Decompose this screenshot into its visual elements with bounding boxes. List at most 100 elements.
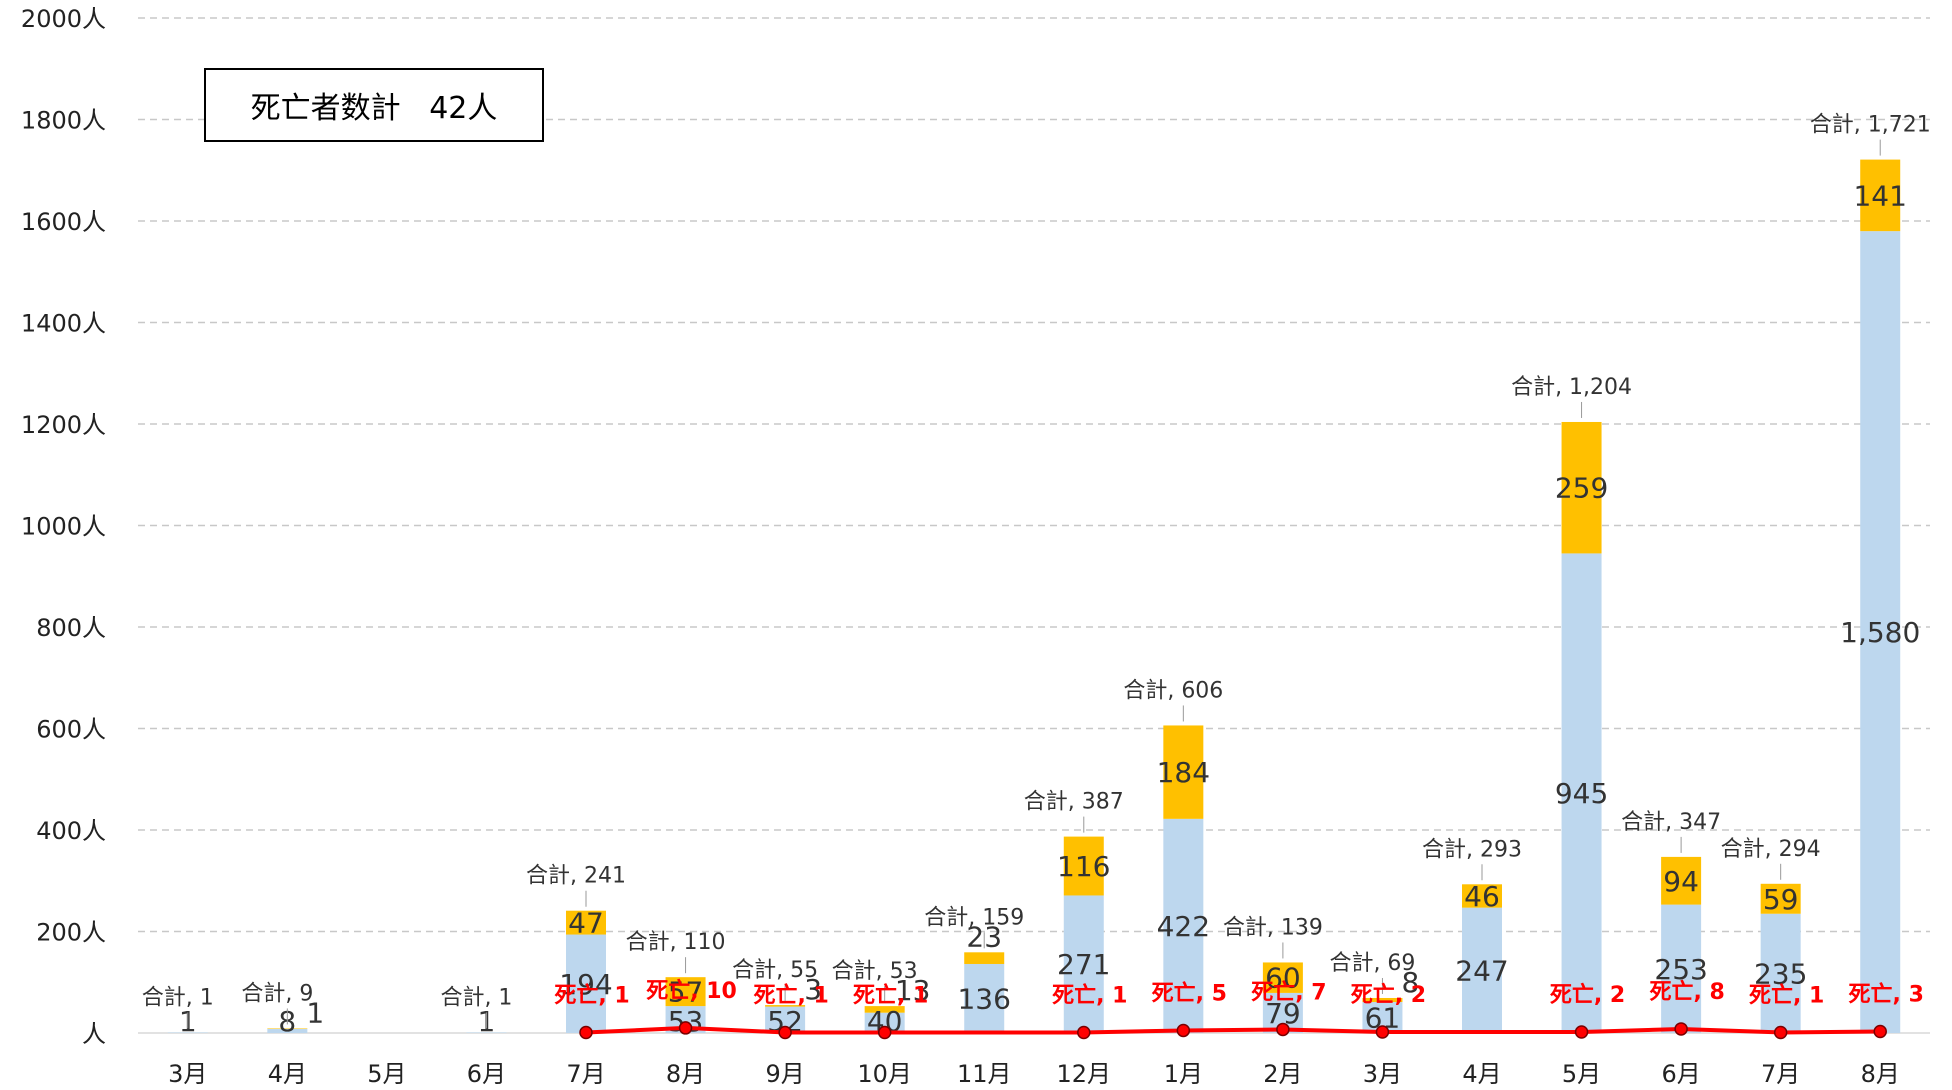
x-tick-label: 6月: [467, 1060, 506, 1088]
total-label: 合計, 55: [732, 958, 818, 983]
total-label: 合計, 293: [1422, 837, 1522, 862]
x-tick-label: 3月: [168, 1060, 207, 1088]
death-point: [579, 1025, 593, 1040]
death-label: 死亡, 5: [1152, 980, 1227, 1006]
bar-value-label: 1,580: [1840, 616, 1920, 649]
total-label: 合計, 347: [1621, 810, 1721, 835]
bar-value-label: 235: [1754, 957, 1807, 990]
y-tick-label: 人: [82, 1020, 106, 1048]
death-point: [778, 1025, 792, 1040]
bar-segment-base: [1561, 553, 1602, 1033]
x-tick-label: 5月: [367, 1060, 406, 1088]
total-label: 合計, 110: [626, 930, 726, 955]
bar-segment-base: [1661, 904, 1702, 1033]
death-point: [678, 1021, 693, 1035]
x-axis: 3月 4月 5月 6月 7月 8月 9月 10月 11月 12月 1月 2月 3月 4月 5月 6月 7月 8月: [168, 1060, 1900, 1088]
total-label: 合計, 1: [142, 985, 214, 1010]
bar-value-label: 116: [1057, 850, 1110, 883]
x-tick-label: 12月: [1057, 1060, 1112, 1088]
death-line: 死亡, 1 死亡, 10 死亡, 1 死亡, 1 死亡, 1 死亡, 5 死亡, 7 死亡, …: [554, 978, 1924, 1040]
bar-segment-top: [1362, 997, 1403, 1003]
death-summary-box: 死亡者数計 42人: [204, 68, 544, 142]
x-tick-label: 9月: [765, 1060, 804, 1088]
death-label: 死亡, 8: [1649, 979, 1724, 1005]
x-tick-label: 11月: [957, 1060, 1012, 1088]
bar-segment-base: [167, 1032, 208, 1033]
death-point: [1276, 1022, 1290, 1037]
x-tick-label: 2月: [1263, 1060, 1302, 1088]
bar-value-label: 184: [1157, 756, 1210, 789]
bar-segment-top: [566, 910, 606, 935]
bar-value-label: 253: [1654, 953, 1707, 986]
bar-value-label: 945: [1555, 777, 1608, 810]
death-label: 死亡, 7: [1251, 979, 1326, 1005]
death-label: 死亡, 1: [753, 982, 828, 1008]
bar-value-label: 271: [1057, 948, 1110, 981]
bars: [167, 159, 1901, 1033]
bar-value-label: 47: [568, 907, 604, 940]
bar-value-label: 57: [668, 976, 704, 1009]
death-point: [1077, 1025, 1091, 1040]
x-tick-label: 4月: [268, 1060, 307, 1088]
death-point: [1574, 1025, 1589, 1039]
bar-segment-top: [1063, 836, 1104, 896]
death-point: [1773, 1025, 1788, 1040]
bar-value-label: 136: [957, 982, 1010, 1015]
bar-segment-base: [1860, 231, 1901, 1033]
x-tick-label: 3月: [1363, 1060, 1402, 1088]
x-tick-label: 10月: [857, 1060, 912, 1088]
summary-label: 死亡者数計: [250, 91, 401, 126]
death-point: [1873, 1024, 1887, 1039]
bar-segment-base: [964, 963, 1005, 1033]
total-label: 合計, 9: [241, 981, 313, 1006]
death-label: 死亡, 1: [1052, 982, 1127, 1008]
y-tick-label: 1800人: [21, 107, 106, 135]
total-label: 合計, 139: [1223, 915, 1323, 940]
bar-segment-base: [466, 1032, 507, 1033]
bar-segment-base: [566, 934, 606, 1033]
death-label: 死亡, 2: [1351, 982, 1426, 1008]
total-label: 合計, 294: [1721, 837, 1821, 862]
x-tick-label: 4月: [1462, 1060, 1501, 1088]
x-tick-label: 5月: [1562, 1060, 1601, 1088]
x-tick-label: 7月: [566, 1060, 605, 1088]
bar-segment-top: [1462, 884, 1502, 908]
bar-segment-top: [1860, 159, 1901, 232]
grid: [138, 17, 1930, 1034]
total-label: 合計, 606: [1123, 678, 1223, 703]
death-point: [1176, 1023, 1191, 1038]
bar-value-label: 247: [1455, 954, 1508, 987]
bar-segment-base: [864, 1012, 905, 1033]
y-tick-label: 1200人: [21, 411, 106, 439]
bar-value-label: 3: [804, 973, 822, 1006]
bar-value-label: 94: [1663, 865, 1699, 898]
y-tick-label: 800人: [36, 614, 106, 642]
bar-value-label: 422: [1157, 910, 1210, 943]
total-label: 合計, 1,204: [1511, 375, 1632, 400]
segment-labels: 1811194475357523401313623271116422184796…: [179, 179, 1920, 1038]
total-label: 合計, 1,721: [1810, 113, 1931, 138]
bar-segment-top: [765, 1005, 806, 1007]
x-tick-label: 8月: [1861, 1060, 1900, 1088]
summary-gap: [401, 88, 430, 123]
death-label: 死亡, 3: [1849, 981, 1924, 1007]
y-tick-label: 2000人: [21, 5, 106, 33]
y-tick-label: 400人: [36, 817, 106, 845]
total-label: 合計, 159: [924, 905, 1024, 930]
y-tick-label: 1600人: [21, 208, 106, 236]
bar-segment-top: [1661, 856, 1702, 905]
total-label: 合計, 241: [526, 864, 626, 889]
y-tick-label: 1400人: [21, 310, 106, 338]
bar-segment-top: [267, 1028, 308, 1029]
x-tick-label: 7月: [1761, 1060, 1800, 1088]
y-tick-label: 200人: [36, 919, 106, 947]
death-point: [1375, 1025, 1390, 1039]
x-tick-label: 1月: [1164, 1060, 1203, 1088]
total-label: 合計, 387: [1024, 790, 1124, 815]
summary-value: 42人: [429, 91, 498, 126]
bar-value-label: 259: [1555, 472, 1608, 505]
death-point: [877, 1025, 892, 1040]
death-point: [1674, 1022, 1688, 1036]
bar-value-label: 8: [1402, 966, 1420, 999]
death-label: 死亡, 1: [554, 982, 629, 1008]
